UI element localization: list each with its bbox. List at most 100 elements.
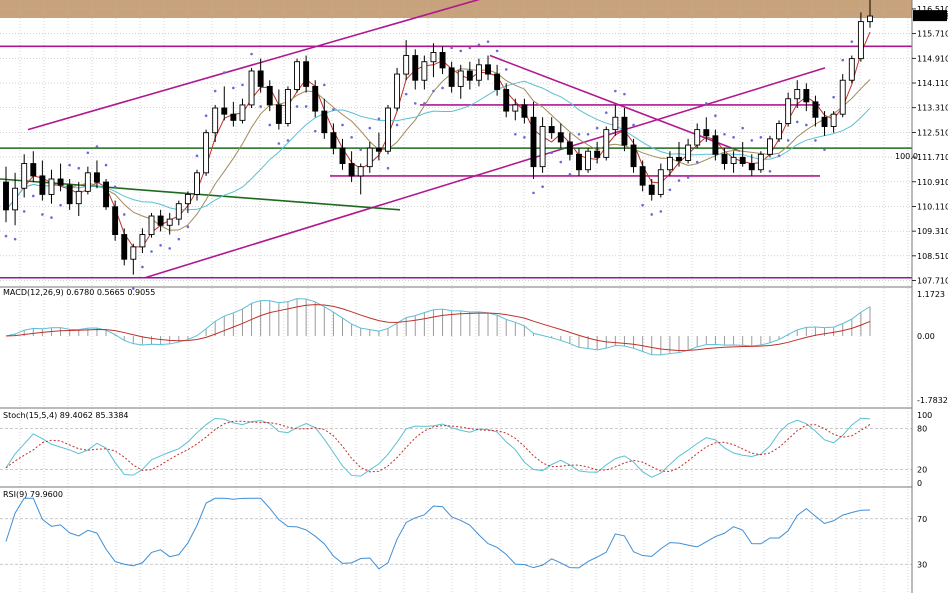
stoch-tick-label: 20 xyxy=(917,465,927,474)
sar-dot xyxy=(523,136,526,139)
price-tick-label: 114.910 xyxy=(917,54,948,63)
sar-dot xyxy=(22,210,26,213)
sar-dot xyxy=(395,123,399,127)
candle-body xyxy=(539,126,546,168)
sar-dot xyxy=(68,163,71,167)
price-tick-label: 113.310 xyxy=(917,104,948,113)
candle-body xyxy=(685,144,692,161)
rsi-tick-label: 30 xyxy=(917,560,927,569)
upper-channel-line xyxy=(27,0,481,131)
candle-body xyxy=(621,116,628,146)
macd-tick-label: 0.00 xyxy=(917,332,935,341)
stoch-signal-line xyxy=(5,420,871,473)
candle-body xyxy=(385,107,391,152)
sar-dot xyxy=(550,151,553,155)
current-price-label: 116.278 xyxy=(916,12,948,21)
candle-body xyxy=(139,234,146,248)
sar-dot xyxy=(714,114,717,118)
candle-body xyxy=(466,70,473,81)
candle-body xyxy=(657,169,664,195)
candle-body xyxy=(121,234,128,260)
candle-body xyxy=(157,215,164,226)
sar-dot xyxy=(504,68,508,71)
candle-body xyxy=(84,172,91,192)
candle-body xyxy=(694,129,701,146)
candle-body xyxy=(212,107,219,134)
price-tick-label: 108.510 xyxy=(917,252,948,261)
candle-body xyxy=(203,132,210,174)
sar-dot xyxy=(113,185,117,189)
candle-body xyxy=(703,129,710,137)
candle-body xyxy=(112,206,119,235)
sar-dot xyxy=(350,136,353,139)
macd-main-line xyxy=(5,298,871,356)
sar-dot xyxy=(250,52,253,56)
stoch-main-line xyxy=(5,417,871,478)
sar-dot xyxy=(814,139,817,142)
macd-layer xyxy=(5,298,871,356)
candle-body xyxy=(821,116,828,127)
candle-body xyxy=(130,246,137,260)
sar-dot xyxy=(232,86,235,90)
sar-dot xyxy=(850,40,854,43)
sar-dot xyxy=(677,179,681,182)
sar-dot xyxy=(59,203,62,207)
sar-dot xyxy=(459,49,463,53)
candle-body xyxy=(803,89,810,103)
sar-dot xyxy=(441,86,444,90)
level-label: 100.0 xyxy=(895,152,918,161)
price-tick-label: 109.310 xyxy=(917,227,948,236)
grid-layer xyxy=(0,0,912,593)
price-tick-label: 111.710 xyxy=(917,153,948,162)
candle-body xyxy=(257,70,264,87)
parabolic-sar-layer xyxy=(4,40,854,290)
candle-body xyxy=(430,52,437,63)
sar-dot xyxy=(495,49,499,53)
sar-dot xyxy=(450,46,453,50)
sar-dot xyxy=(468,46,472,50)
candle-body xyxy=(394,73,401,109)
candle-body xyxy=(739,156,746,165)
macd-tick-label: 1.1723 xyxy=(917,290,945,299)
sar-dot xyxy=(77,166,81,170)
price-tick-label: 114.110 xyxy=(917,79,948,88)
sar-dot xyxy=(313,129,317,133)
candle-body xyxy=(639,166,646,186)
sar-dot xyxy=(222,71,226,74)
sar-dot xyxy=(668,188,672,192)
candle-body xyxy=(375,147,382,152)
sar-dot xyxy=(759,136,763,139)
candle-body xyxy=(175,203,182,220)
candle-body xyxy=(757,153,764,171)
sar-dot xyxy=(50,216,53,219)
sar-dot xyxy=(768,169,772,173)
candle-body xyxy=(475,64,482,81)
lower-channel-line xyxy=(144,67,826,279)
sar-dot xyxy=(122,213,126,216)
candle-body xyxy=(721,153,728,165)
candle-body xyxy=(321,110,328,134)
sar-dot xyxy=(477,43,481,47)
candle-body xyxy=(576,153,582,171)
sar-dot xyxy=(841,58,845,62)
sar-dot xyxy=(368,126,372,130)
sar-dot xyxy=(632,123,635,127)
sar-dot xyxy=(595,126,599,130)
sar-dot xyxy=(750,139,754,142)
candle-body xyxy=(767,138,773,155)
candle-body xyxy=(666,156,673,171)
candle-body xyxy=(448,67,455,87)
stoch-tick-label: 0 xyxy=(917,479,922,488)
sar-dot xyxy=(732,136,735,139)
rsi-tick-label: 70 xyxy=(917,515,927,524)
sar-dot xyxy=(150,250,153,253)
candle-body xyxy=(630,144,637,168)
candle-body xyxy=(421,61,428,81)
sar-dot xyxy=(559,160,563,164)
sar-dot xyxy=(177,237,181,241)
sar-dot xyxy=(659,210,663,213)
candle-body xyxy=(785,98,792,124)
sar-dot xyxy=(241,83,244,87)
